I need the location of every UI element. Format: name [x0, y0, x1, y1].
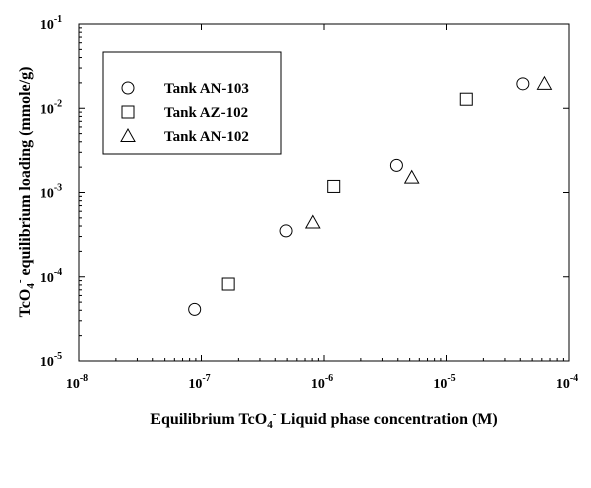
legend-label: Tank AN-102 — [164, 129, 249, 145]
axis-tick-labels: 10-8 10-7 10-6 10-5 10-4 10-5 10-4 10-3 10-2 10-1 — [40, 14, 578, 392]
data-point-square — [459, 92, 473, 106]
y-tick-label: 10-2 — [40, 98, 62, 117]
data-point-triangle — [536, 75, 553, 90]
data-point-triangle — [403, 169, 420, 184]
x-tick-label: 10-4 — [556, 373, 578, 392]
legend-label: Tank AZ-102 — [164, 105, 248, 121]
data-point-square — [221, 277, 235, 291]
y-tick-label: 10-1 — [40, 14, 62, 33]
x-tick-label: 10-6 — [311, 373, 333, 392]
legend-marker-square — [121, 105, 135, 119]
data-points — [188, 75, 553, 316]
legend: Tank AN-103 Tank AZ-102 Tank AN-102 — [102, 51, 282, 155]
x-tick-label: 10-7 — [188, 373, 210, 392]
y-tick-label: 10-3 — [40, 183, 62, 202]
y-tick-label: 10-5 — [40, 351, 62, 370]
legend-marker-circle — [121, 81, 135, 95]
data-point-circle — [389, 158, 403, 172]
data-point-circle — [516, 77, 530, 91]
axis-ticks — [78, 23, 570, 362]
y-tick-label: 10-4 — [40, 267, 62, 286]
x-tick-label: 10-5 — [433, 373, 455, 392]
data-point-triangle — [304, 214, 321, 229]
data-point-circle — [279, 224, 293, 238]
data-point-circle — [188, 302, 202, 316]
data-point-square — [327, 179, 341, 193]
legend-label: Tank AN-103 — [164, 81, 249, 97]
x-axis-title: Equilibrium TcO4- Liquid phase concentra… — [150, 408, 497, 431]
y-axis-title: TcO4- equilibrium loading (mmole/g) — [14, 67, 37, 318]
x-tick-label: 10-8 — [66, 373, 88, 392]
legend-marker-triangle — [120, 127, 136, 142]
